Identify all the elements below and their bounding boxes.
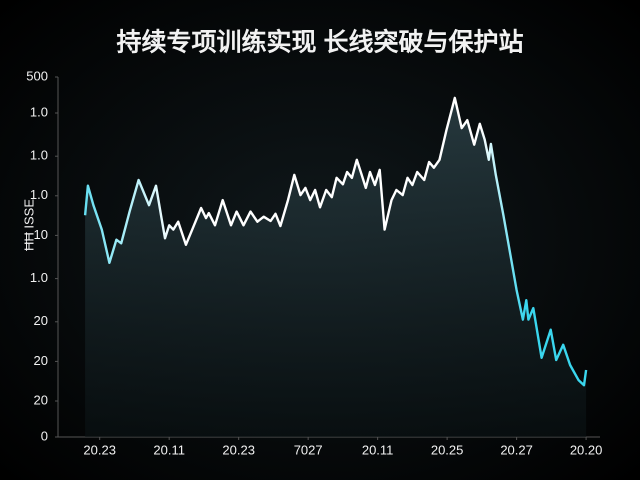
y-tick-label: 1.0	[30, 148, 48, 163]
chart-title: 持续专项训练实现 长线突破与保护站	[117, 28, 524, 57]
x-tick-label: 20.23	[222, 442, 255, 457]
y-tick-label: 20	[34, 313, 48, 328]
y-tick-label: 20	[34, 392, 48, 407]
line	[83, 96, 588, 387]
y-tick-label: 1.0	[30, 187, 48, 202]
x-tick-label: 20.20	[570, 442, 603, 457]
area-fill	[85, 97, 587, 438]
x-tick-label: 20.11	[362, 442, 394, 457]
x-tick-label: 20.25	[431, 442, 464, 457]
x-tick-label: 7027	[294, 442, 323, 457]
x-tick-label: 20.27	[500, 442, 533, 457]
y-tick-label: 20	[34, 353, 48, 368]
y-axis-label: ĦĦ ISSE	[21, 199, 36, 251]
x-tick-label: 20.23	[83, 442, 116, 457]
y-tick-label: 10	[34, 227, 48, 242]
y-tick-label: 0	[41, 428, 48, 443]
y-tick-label: 1.0	[30, 270, 48, 285]
y-tick-label: 1.0	[30, 104, 48, 119]
x-tick-label: 20.11	[153, 442, 185, 457]
y-tick-label: 500	[26, 68, 48, 83]
